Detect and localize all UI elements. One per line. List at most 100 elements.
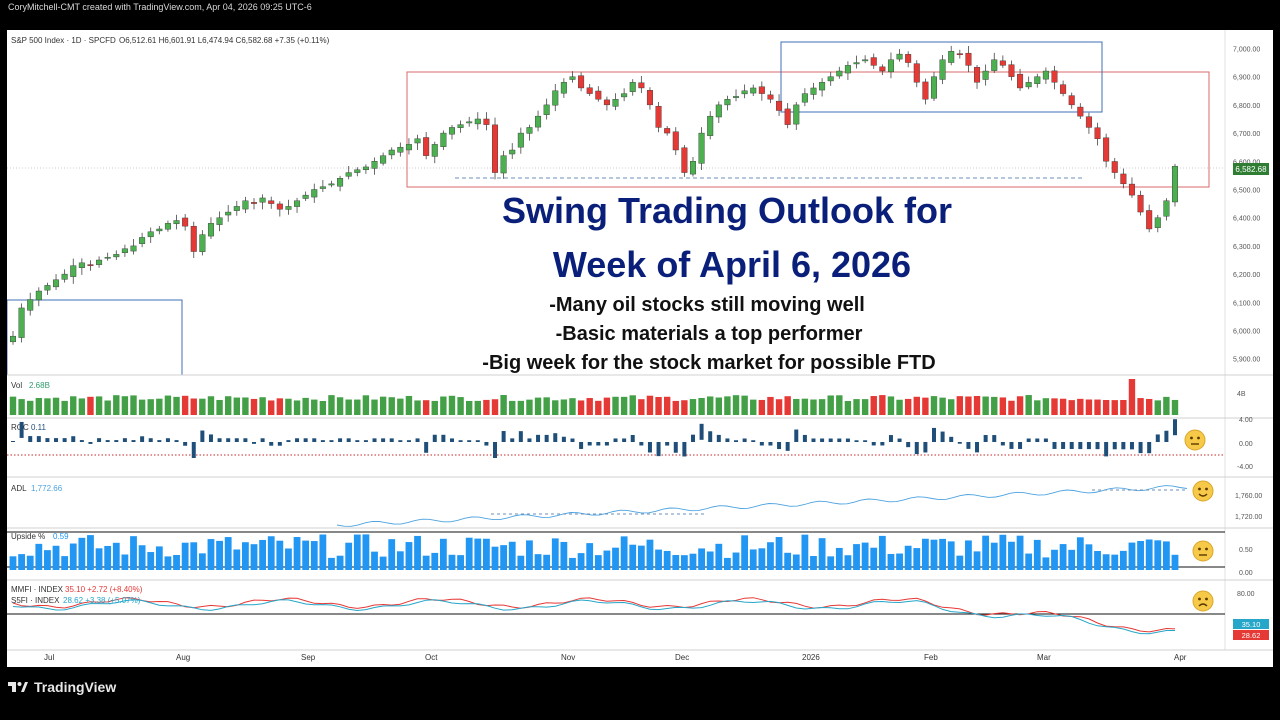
candle-body — [672, 131, 679, 151]
time-tick-label: 2026 — [802, 653, 820, 662]
volume-bar — [233, 397, 240, 415]
time-axis[interactable]: Jul Aug Sep Oct Nov Dec 2026 Feb Mar Apr — [44, 653, 1187, 662]
upside-bar — [913, 548, 921, 570]
upside-bar — [629, 544, 637, 570]
volume-bar — [1128, 379, 1136, 415]
candle-body — [233, 206, 240, 211]
volume-bar — [818, 399, 826, 415]
volume-bar — [577, 400, 585, 415]
candle-body — [999, 60, 1006, 66]
volume-bar — [948, 399, 955, 415]
volume-bar — [707, 396, 714, 415]
upside-bar — [560, 541, 568, 570]
volume-bar — [250, 398, 258, 415]
upside-bar — [534, 554, 542, 570]
roc-bar — [690, 434, 695, 442]
roc-bar — [1164, 430, 1169, 442]
volume-bar — [95, 396, 103, 415]
volume-bar — [27, 400, 34, 415]
roc-bar — [183, 442, 188, 446]
roc-bar — [191, 442, 196, 458]
time-tick-label: Dec — [675, 653, 689, 662]
range-box-blue[interactable] — [780, 41, 1103, 113]
upside-bar — [414, 535, 421, 570]
upside-bar — [715, 543, 723, 570]
upside-bar — [439, 538, 447, 570]
price-tick-label: 6,500.00 — [1233, 187, 1260, 194]
roc-bar — [45, 438, 50, 442]
roc-bar — [983, 435, 988, 442]
candle-body — [10, 335, 16, 343]
chart-area[interactable]: S&P 500 Index · 1D · SPCFD O6,512.61 H6,… — [6, 30, 1273, 667]
roc-bar — [871, 442, 876, 446]
volume-bar — [956, 396, 964, 415]
upside-bar — [706, 551, 714, 570]
roc-bar — [630, 434, 635, 442]
volume-bar — [1085, 399, 1093, 415]
price-axis[interactable]: 7,000.00 6,900.00 6,800.00 6,700.00 6,600.00… — [1233, 46, 1260, 363]
upside-bar — [112, 542, 120, 570]
upside-bar — [853, 544, 860, 570]
price-tick-label: 6,400.00 — [1233, 216, 1260, 223]
volume-bar — [1042, 398, 1050, 415]
upside-bar — [362, 534, 370, 570]
roc-bar — [699, 423, 704, 440]
candle-body — [423, 137, 430, 156]
volume-bar — [1016, 396, 1024, 415]
roc-bar — [1061, 442, 1066, 449]
volume-bar — [724, 396, 731, 415]
candle-body — [35, 290, 42, 301]
upside-bar — [672, 555, 680, 570]
volume-bar — [672, 400, 679, 415]
upside-bar — [1171, 554, 1179, 570]
candle-body — [629, 82, 636, 92]
candle-body — [552, 90, 559, 106]
tradingview-logo[interactable]: TradingView — [8, 679, 116, 695]
upside-bar — [173, 555, 180, 570]
mmfi-badge — [1233, 619, 1269, 629]
volume-bar — [414, 400, 421, 415]
ohlc-legend: O6,512.61 H6,601.91 L6,474.94 C6,582.68 … — [119, 36, 330, 45]
roc-bar — [484, 442, 489, 446]
roc-bar — [260, 438, 265, 442]
volume-bar — [52, 397, 60, 415]
roc-bar — [931, 427, 936, 442]
candle-body — [595, 90, 602, 100]
volume-bar — [431, 400, 438, 415]
mmfi-line — [12, 597, 1176, 633]
chart-svg[interactable]: S&P 500 Index · 1D · SPCFD O6,512.61 H6,… — [6, 30, 1273, 667]
candle-body — [741, 90, 748, 95]
roc-bar — [914, 442, 919, 455]
candles[interactable] — [10, 45, 1178, 345]
volume-bar — [500, 395, 507, 415]
upside-bar — [655, 549, 662, 570]
upside-bar — [956, 555, 964, 570]
roc-bars — [11, 419, 1177, 458]
upside-bar — [1145, 539, 1153, 570]
volume-bar — [836, 395, 843, 415]
roc-bar — [940, 431, 945, 442]
volume-bar — [612, 396, 619, 415]
upside-bar — [138, 545, 146, 570]
upside-bar — [1128, 542, 1136, 570]
time-tick-label: Nov — [561, 653, 575, 662]
candle-body — [853, 62, 860, 65]
roc-bar — [828, 438, 833, 442]
upside-bar — [844, 555, 852, 570]
upside-bar — [1102, 554, 1110, 570]
vol-tick: 4B — [1237, 391, 1246, 398]
volume-bar — [552, 400, 559, 415]
range-box-red[interactable] — [406, 71, 1210, 188]
candle-body — [61, 273, 68, 280]
s5fi-line — [12, 599, 1175, 635]
upside-value: 0.59 — [53, 532, 69, 541]
roc-bar — [1095, 442, 1100, 450]
upside-bar — [818, 538, 826, 570]
upside-bar — [198, 553, 206, 570]
candle-body — [285, 206, 292, 210]
upside-bar — [930, 539, 938, 570]
time-tick-label: Oct — [425, 653, 438, 662]
upside-bar — [164, 556, 172, 570]
upside-bar — [465, 537, 473, 570]
roc-bar — [286, 440, 291, 442]
